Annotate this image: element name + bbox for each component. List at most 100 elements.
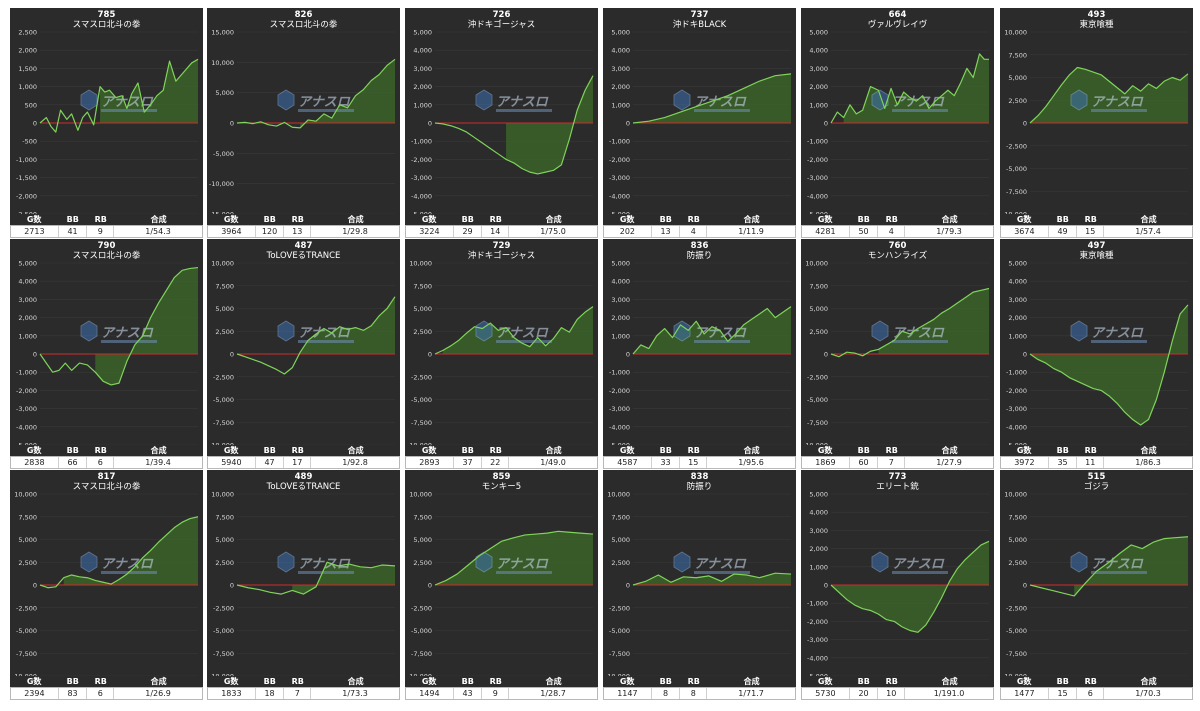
y-tick-label: -4,000 xyxy=(807,192,828,200)
bb-count: 8 xyxy=(652,688,681,699)
y-tick-label: -5,000 xyxy=(1006,627,1027,635)
y-tick-label: 5,000 xyxy=(215,536,234,544)
stats-header-cell: G数 xyxy=(1016,446,1032,455)
watermark-text: アナスロ xyxy=(101,326,154,341)
combined-rate: 1/57.4 xyxy=(1135,227,1161,236)
y-tick-label: 2,000 xyxy=(809,83,828,91)
profit-area xyxy=(506,75,593,174)
y-tick-label: 2,500 xyxy=(18,559,37,567)
y-tick-label: 5,000 xyxy=(611,29,630,37)
y-tick-label: 2,500 xyxy=(215,328,234,336)
y-tick-label: 0 xyxy=(824,351,828,359)
stats-header-cell: G数 xyxy=(1016,215,1032,224)
y-tick-label: 5,000 xyxy=(413,29,432,37)
stats-table: G数 BB RB 合成 2713 41 9 1/54.3 xyxy=(10,214,203,238)
y-tick-label: 7,500 xyxy=(18,513,37,521)
y-tick-label: -5,000 xyxy=(16,627,37,635)
games-count: 3964 xyxy=(208,226,256,237)
stats-header-cell: BB xyxy=(461,677,474,686)
y-tick-label: 7,500 xyxy=(611,513,630,521)
stats-table: G数 BB RB 合成 202 13 4 1/11.9 xyxy=(603,214,796,238)
combined-rate: 1/28.7 xyxy=(540,689,566,698)
rb-count: 11 xyxy=(1077,457,1105,468)
rb-count: 13 xyxy=(284,226,312,237)
stats-header-cell: 合成 xyxy=(1140,446,1157,455)
profit-area xyxy=(1074,536,1188,596)
y-tick-label: -3,000 xyxy=(807,636,828,644)
profit-area xyxy=(1030,67,1188,123)
watermark-logo: アナスロ xyxy=(475,320,552,343)
chart-header: 836 防振り xyxy=(603,241,796,261)
stats-header-cell: RB xyxy=(489,677,502,686)
stats-header-cell: RB xyxy=(885,677,898,686)
chart-header: 790 スマスロ北斗の拳 xyxy=(10,241,203,261)
stats-value-row: 3972 35 11 1/86.3 xyxy=(1000,456,1193,469)
stats-header-cell: 合成 xyxy=(347,446,364,455)
watermark-logo: アナスロ xyxy=(475,89,552,112)
watermark-text: アナスロ xyxy=(496,326,549,341)
stats-table: G数 BB RB 合成 3964 120 13 1/29.8 xyxy=(207,214,400,238)
profit-line xyxy=(632,572,792,586)
combined-rate: 1/71.7 xyxy=(738,689,764,698)
stats-header-cell: G数 xyxy=(26,446,42,455)
bb-count: 49 xyxy=(1049,226,1078,237)
stats-header-cell: BB xyxy=(857,446,870,455)
stats-header-cell: BB xyxy=(1056,446,1069,455)
stats-header-cell: 合成 xyxy=(347,677,364,686)
rb-count: 6 xyxy=(87,457,115,468)
bb-count: 50 xyxy=(850,226,879,237)
y-tick-label: 4,000 xyxy=(809,509,828,517)
profit-chart: 5,000 4,000 3,000 2,000 1,000 0 -1,000 -2,000 -3… xyxy=(1006,260,1189,450)
stats-table: G数 BB RB 合成 3224 29 14 1/75.0 xyxy=(405,214,598,238)
machine-number: 729 xyxy=(492,241,511,251)
y-tick-label: 10,000 xyxy=(607,491,630,499)
stats-header-cell: BB xyxy=(857,677,870,686)
watermark-text: アナスロ xyxy=(1091,326,1144,341)
profit-line xyxy=(434,306,594,355)
games-count: 4281 xyxy=(802,226,850,237)
watermark-logo: アナスロ xyxy=(673,89,750,112)
machine-number: 836 xyxy=(690,241,709,251)
games-count: 1833 xyxy=(208,688,256,699)
stats-header-cell: BB xyxy=(66,677,79,686)
stats-header-cell: G数 xyxy=(817,215,833,224)
profit-line xyxy=(39,266,199,386)
chart-header: 785 スマスロ北斗の拳 xyxy=(10,10,203,30)
machine-name: スマスロ北斗の拳 xyxy=(72,20,141,30)
watermark-logo: アナスロ xyxy=(80,89,157,112)
y-tick-label: 2,000 xyxy=(413,83,432,91)
y-tick-label: 0 xyxy=(1023,582,1027,590)
stats-table: G数 BB RB 合成 1833 18 7 1/73.3 xyxy=(207,676,400,700)
stats-header-row: G数 BB RB 合成 xyxy=(603,445,796,456)
machine-panel: 10,000 7,500 5,000 2,500 0 -2,500 -5,000 -7,500… xyxy=(1000,470,1193,700)
stats-header-row: G数 BB RB 合成 xyxy=(405,214,598,225)
stats-header-cell: RB xyxy=(94,677,107,686)
stats-header-cell: BB xyxy=(66,215,79,224)
stats-header-cell: BB xyxy=(461,215,474,224)
y-tick-label: 2,000 xyxy=(18,314,37,322)
stats-value-row: 1147 8 8 1/71.7 xyxy=(603,687,796,700)
y-tick-label: 4,000 xyxy=(413,47,432,55)
y-tick-label: -3,000 xyxy=(807,174,828,182)
profit-chart: 10,000 7,500 5,000 2,500 0 -2,500 -5,000 -7,500… xyxy=(12,491,199,681)
machine-number: 785 xyxy=(97,10,116,20)
watermark-logo: アナスロ xyxy=(1070,551,1147,574)
profit-chart: 10,000 7,500 5,000 2,500 0 -2,500 -5,000 -7,500… xyxy=(1002,29,1189,219)
stats-header-cell: G数 xyxy=(223,677,239,686)
y-tick-label: 3,000 xyxy=(809,527,828,535)
stats-header-cell: BB xyxy=(1056,215,1069,224)
stats-header-cell: 合成 xyxy=(150,446,167,455)
y-tick-label: 2,500 xyxy=(809,328,828,336)
y-tick-label: -7,500 xyxy=(1006,188,1027,196)
stats-header-cell: RB xyxy=(687,215,700,224)
y-tick-label: 5,000 xyxy=(1008,260,1027,268)
stats-table: G数 BB RB 合成 1147 8 8 1/71.7 xyxy=(603,676,796,700)
stats-header-cell: G数 xyxy=(223,446,239,455)
profit-line xyxy=(830,287,990,358)
stats-header-cell: G数 xyxy=(421,677,437,686)
bb-count: 47 xyxy=(256,457,285,468)
chart-header: 489 ToLOVEるTRANCE xyxy=(207,472,400,492)
stats-header-cell: BB xyxy=(659,677,672,686)
y-tick-label: 0 xyxy=(230,582,234,590)
bb-count: 60 xyxy=(850,457,879,468)
